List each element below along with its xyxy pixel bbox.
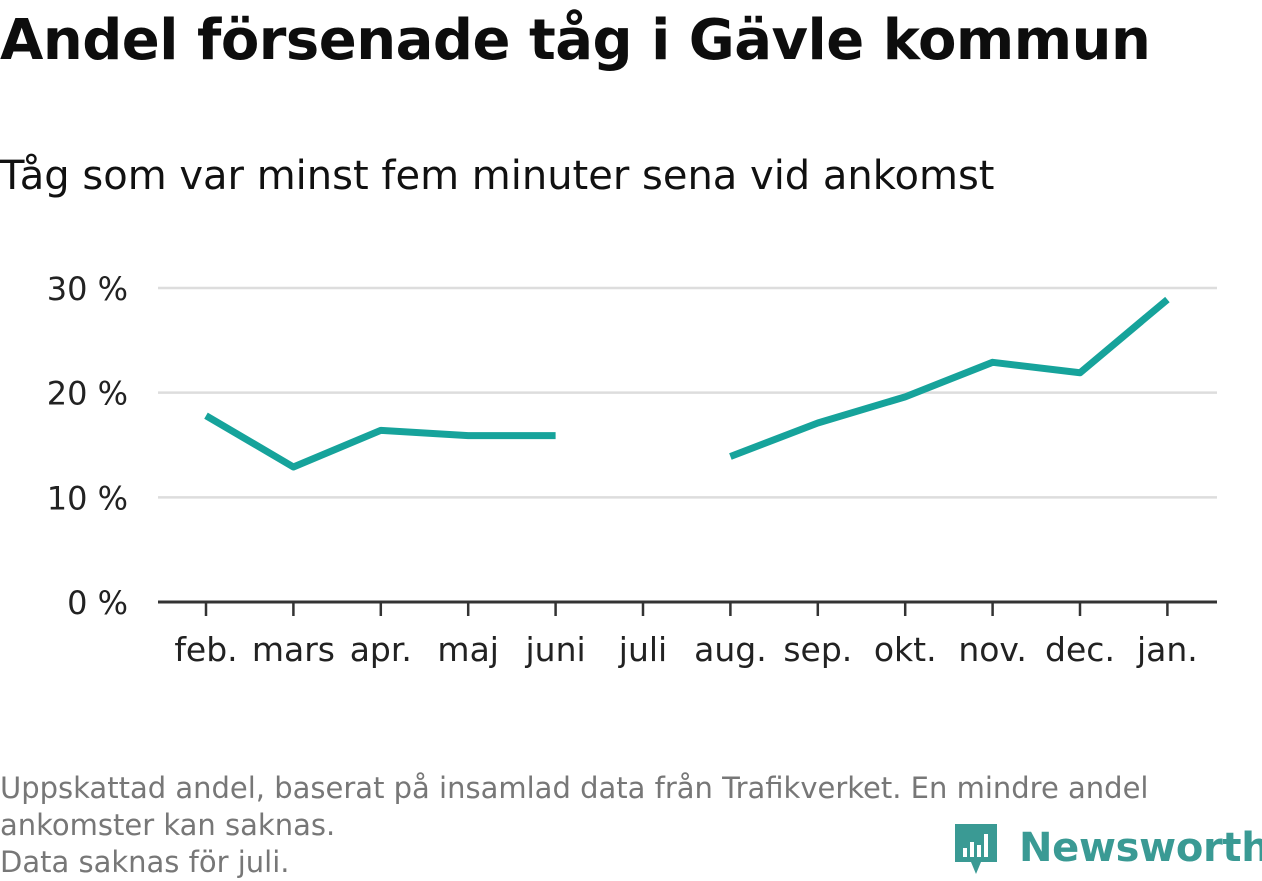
- y-tick-label: 20 %: [47, 375, 128, 413]
- series-line-segment-2: [729, 296, 1170, 460]
- series-line-segment-1: [204, 412, 556, 471]
- x-tick-label: juli: [618, 630, 667, 669]
- footnote-line-1: Uppskattad andel, baserat på insamlad da…: [0, 771, 1149, 805]
- grid-layer: [158, 286, 1217, 499]
- axis-layer: [158, 600, 1217, 616]
- x-tick-label: dec.: [1045, 630, 1115, 669]
- x-tick-label: sep.: [783, 630, 852, 669]
- y-tick-label: 30 %: [47, 270, 128, 308]
- chart-title: Andel försenade tåg i Gävle kommun: [0, 8, 1151, 73]
- x-tick-label: feb.: [174, 630, 237, 669]
- series-layer: [204, 296, 1170, 471]
- footnote-line-3: Data saknas för juli.: [0, 845, 290, 879]
- x-tick-label: apr.: [350, 630, 412, 669]
- y-tick-labels: 0 % 10 % 20 % 30 %: [47, 270, 128, 622]
- line-chart: 0 % 10 % 20 % 30 % feb. mars apr. maj juni juli a…: [47, 270, 1217, 669]
- x-tick-label: juni: [525, 630, 586, 669]
- x-tick-label: jan.: [1136, 630, 1198, 669]
- newsworthy-logo[interactable]: Newsworthy: [951, 818, 1262, 878]
- y-tick-label: 10 %: [47, 479, 128, 517]
- footnote: Uppskattad andel, baserat på insamlad da…: [0, 770, 1250, 881]
- x-tick-label: maj: [437, 630, 499, 669]
- logo-text: Newsworthy: [1019, 825, 1262, 871]
- x-tick-label: nov.: [958, 630, 1027, 669]
- x-tick-label: mars: [252, 630, 335, 669]
- x-tick-label: aug.: [694, 630, 767, 669]
- x-tick-label: okt.: [874, 630, 937, 669]
- x-tick-labels: feb. mars apr. maj juni juli aug. sep. okt. nov. d…: [174, 630, 1197, 669]
- footnote-line-2: ankomster kan saknas.: [0, 808, 336, 842]
- bar-chart-badge-icon: [955, 824, 997, 874]
- chart-subtitle: Tåg som var minst fem minuter sena vid a…: [0, 153, 995, 199]
- y-tick-label: 0 %: [67, 584, 128, 622]
